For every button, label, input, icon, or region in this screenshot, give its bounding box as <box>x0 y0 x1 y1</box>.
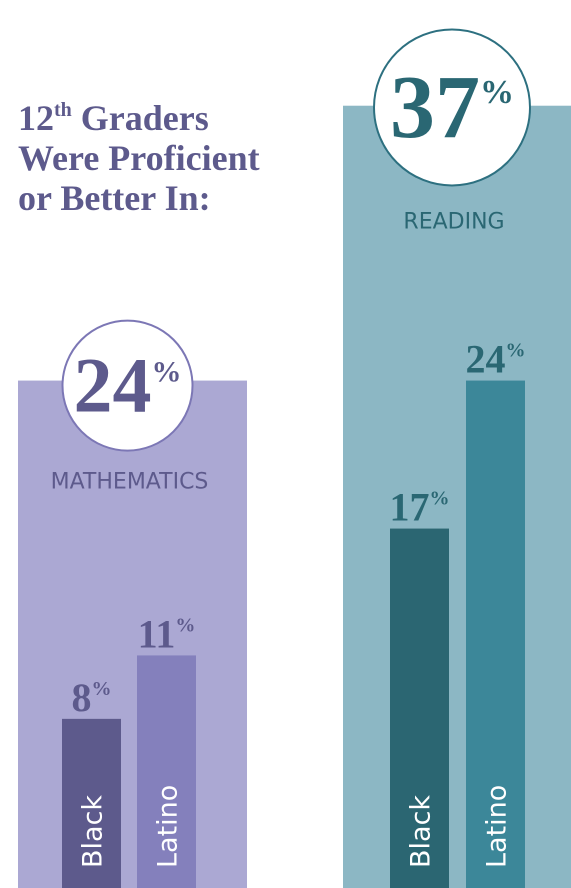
bar <box>137 655 196 888</box>
panel-title: READING <box>403 210 504 235</box>
category-label: Latino <box>482 785 513 868</box>
bar <box>62 718 121 888</box>
total-panel <box>18 380 247 888</box>
title-line: Were Proficient <box>18 138 260 178</box>
category-label: Latino <box>153 785 184 868</box>
category-label: Black <box>78 795 109 868</box>
total-panel <box>343 105 571 888</box>
title-line: 12th Graders <box>18 98 209 138</box>
total-circle <box>373 28 531 187</box>
value-label: 11% <box>138 611 196 656</box>
title-line: or Better In: <box>18 178 211 218</box>
bar <box>466 380 525 888</box>
value-label: 24% <box>466 337 526 382</box>
value-label: 8% <box>72 675 112 720</box>
total-circle <box>61 319 194 452</box>
bar <box>390 528 449 888</box>
value-label: 17% <box>390 485 450 530</box>
panel-title: MATHEMATICS <box>51 470 209 495</box>
total-label: 37% <box>390 58 514 157</box>
panel: 24% MATHEMATICS 8% Black 11% Latino <box>18 319 247 888</box>
panel: 37% READING 17% Black 24% Latino <box>343 28 571 888</box>
category-label: Black <box>406 795 437 868</box>
total-label: 24% <box>74 341 182 428</box>
